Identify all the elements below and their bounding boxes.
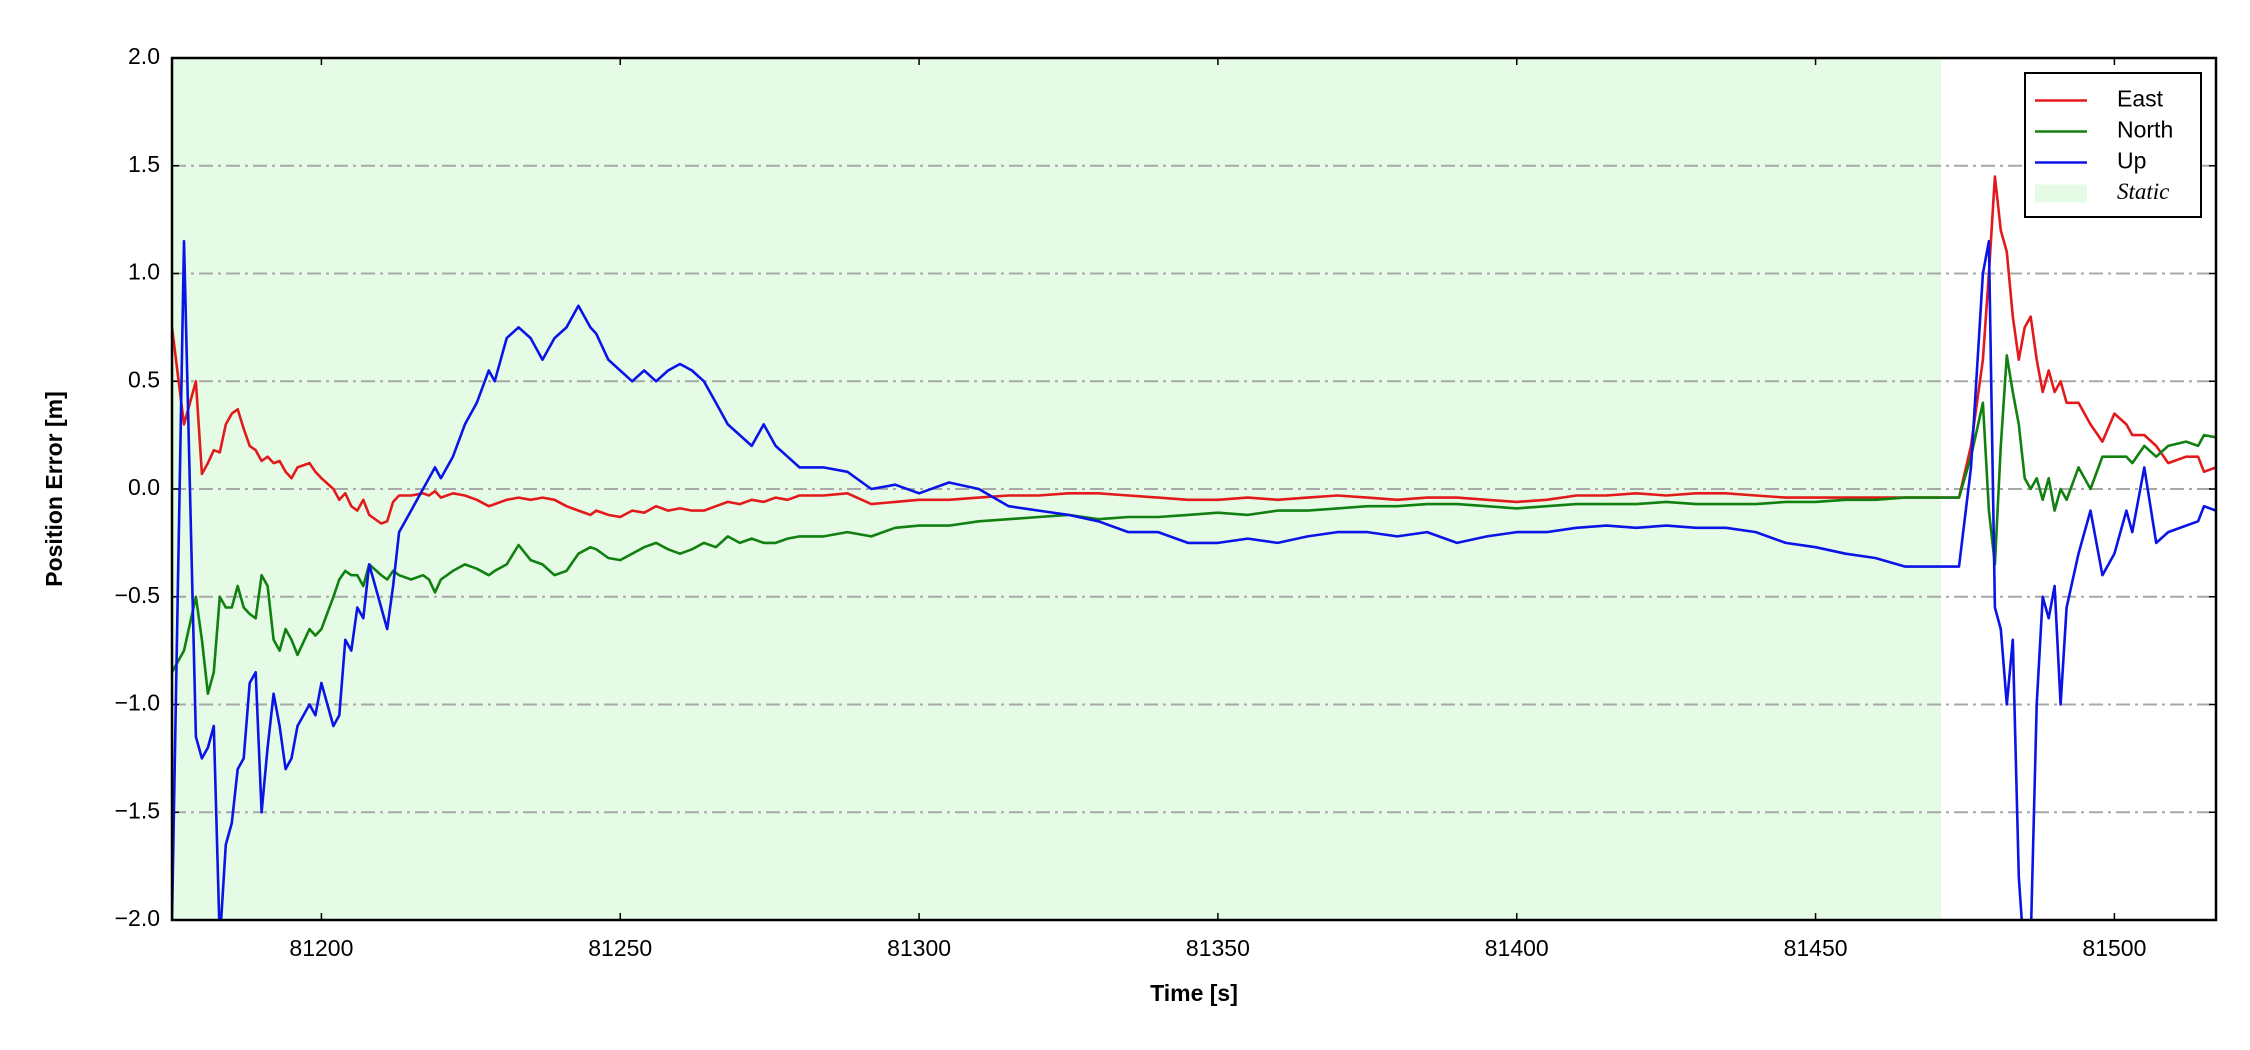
x-tick-label: 81500 — [2082, 935, 2146, 961]
y-tick-label: 0.5 — [128, 366, 160, 392]
legend-label: North — [2117, 117, 2173, 143]
y-tick-label: −0.5 — [115, 582, 160, 608]
x-tick-label: 81300 — [887, 935, 951, 961]
y-tick-label: −2.0 — [115, 905, 160, 931]
x-tick-label: 81200 — [289, 935, 353, 961]
x-tick-label: 81450 — [1784, 935, 1848, 961]
series-line — [172, 175, 2216, 525]
y-tick-label: 0.0 — [128, 474, 160, 500]
x-tick-label: 81250 — [588, 935, 652, 961]
y-tick-label: 2.0 — [128, 43, 160, 69]
plot-frame — [170, 56, 2218, 922]
legend-label: Up — [2117, 148, 2146, 174]
y-tick-label: 1.5 — [128, 151, 160, 177]
legend-label: East — [2117, 86, 2164, 112]
x-tick-label: 81400 — [1485, 935, 1549, 961]
y-tick-label: −1.0 — [115, 690, 160, 716]
x-tick-label: 81350 — [1186, 935, 1250, 961]
series-line — [172, 239, 2216, 920]
plot-lines — [172, 175, 2216, 920]
series-line — [172, 354, 2216, 695]
legend-swatch — [2035, 184, 2087, 203]
x-axis-label: Time [s] — [1150, 980, 1238, 1006]
y-axis-label: Position Error [m] — [41, 391, 67, 587]
y-tick-label: −1.5 — [115, 797, 160, 823]
legend-label: Static — [2117, 179, 2169, 204]
y-tick-label: 1.0 — [128, 259, 160, 285]
